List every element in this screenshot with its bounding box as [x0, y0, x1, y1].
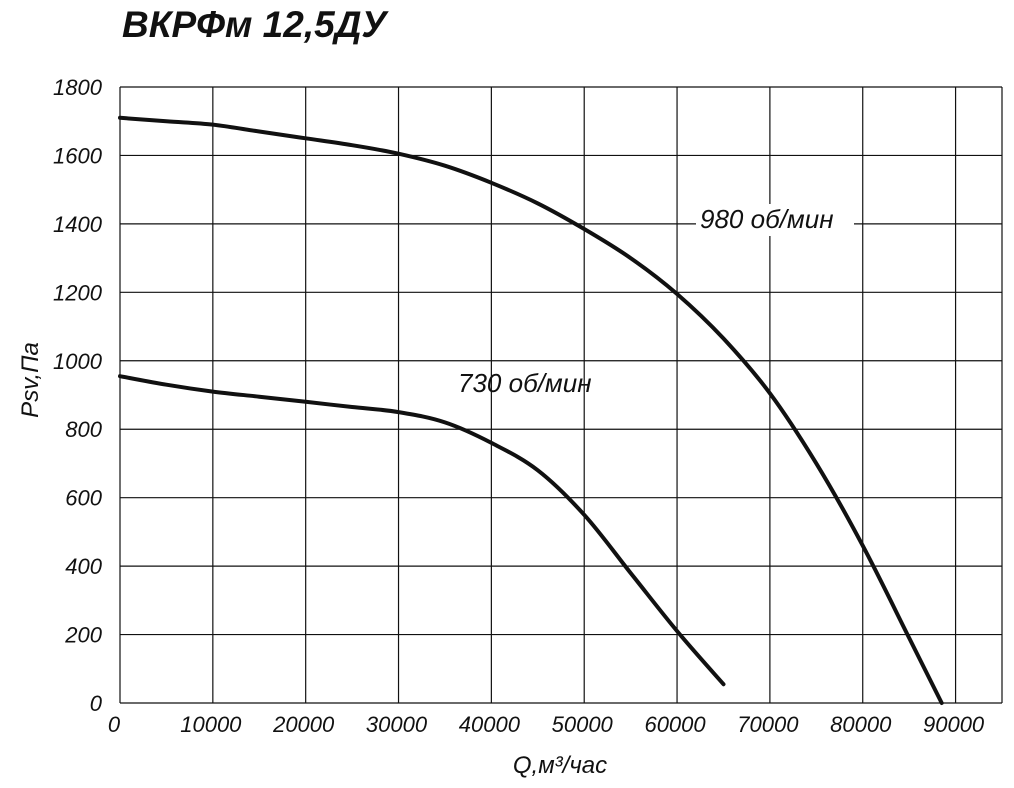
series-line [118, 374, 726, 687]
series-line [118, 115, 944, 705]
y-tick-label: 200 [64, 623, 102, 648]
x-axis-label: Q,м³/час [513, 752, 607, 779]
y-tick-label: 1400 [53, 212, 103, 237]
series-label: 730 об/мин [458, 368, 592, 398]
x-tick-label: 40000 [459, 712, 521, 737]
y-tick-label: 1000 [53, 349, 103, 374]
x-tick-label: 60000 [644, 712, 706, 737]
y-tick-label: 800 [65, 417, 102, 442]
series [118, 115, 944, 705]
series-labels: 980 об/мин 730 об/мин [458, 204, 854, 398]
x-tick-label: 10000 [180, 712, 242, 737]
y-tick-label: 1600 [53, 143, 103, 168]
y-tick-label: 1200 [53, 280, 103, 305]
y-tick-label: 1800 [53, 75, 103, 100]
y-tick-label: 400 [65, 554, 102, 579]
series-label-background [696, 204, 854, 236]
x-tick-label: 20000 [272, 712, 335, 737]
grid [119, 86, 1003, 704]
y-tick-label: 600 [65, 486, 102, 511]
x-tick-label: 0 [108, 712, 121, 737]
chart-title: ВКРФм 12,5ДУ [122, 4, 387, 45]
y-tick-label: 0 [90, 691, 103, 716]
x-tick-label: 80000 [830, 712, 892, 737]
x-tick-label: 50000 [552, 712, 614, 737]
x-tick-label: 70000 [737, 712, 799, 737]
series-label: 980 об/мин [700, 204, 834, 234]
x-tick-label: 30000 [366, 712, 428, 737]
y-axis-label: Psv,Па [17, 342, 44, 418]
x-tick-label: 90000 [923, 712, 985, 737]
tick-labels: 0 10000 20000 30000 40000 50000 60000 70000 8000… [53, 75, 985, 737]
